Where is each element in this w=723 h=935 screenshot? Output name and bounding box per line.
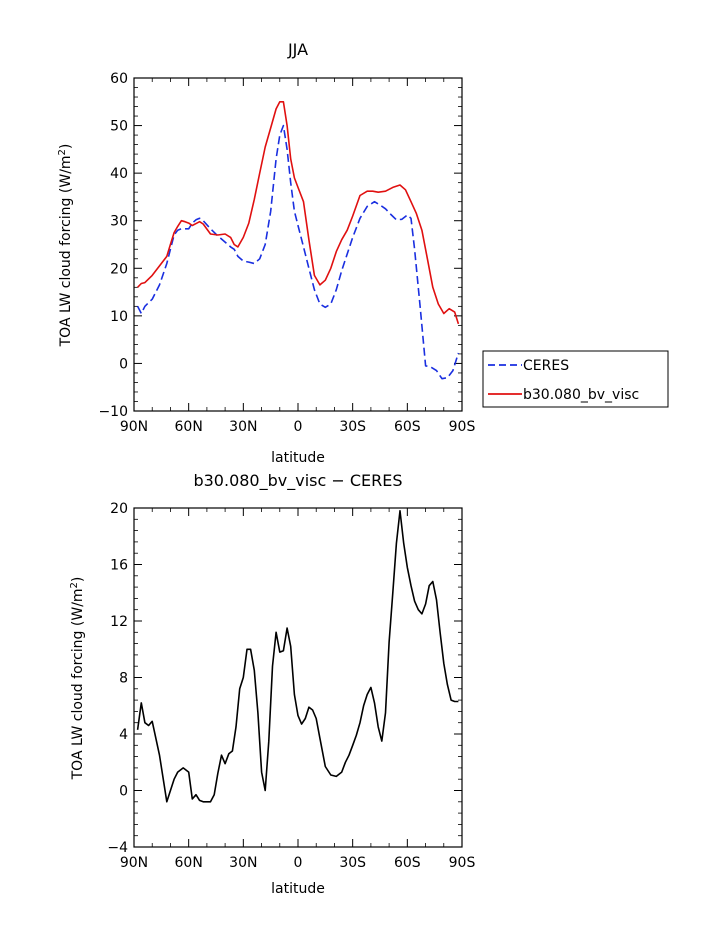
top-y-tick-label: 10 (110, 309, 128, 325)
legend-model-label: b30.080_bv_visc (523, 387, 639, 403)
top-y-tick-label: 40 (110, 166, 128, 182)
bottom-x-tick-labels: 90N 60N 30N 0 30S 60S 90S (120, 855, 476, 871)
top-series-line-ceres (136, 124, 460, 380)
bottom-y-tick-label: −4 (107, 840, 128, 856)
top-y-tick-label: 0 (119, 356, 128, 372)
bottom-y-tick-label: 0 (119, 784, 128, 800)
top-x-tick-label: 60S (394, 419, 421, 435)
top-x-tick-label: 60N (175, 419, 203, 435)
bottom-y-axis-label-main: TOA LW cloud forcing (W/m (70, 588, 86, 780)
bottom-x-tick-label: 30S (339, 855, 366, 871)
bottom-ticks (133, 507, 463, 848)
top-y-tick-labels: −10 0 10 20 30 40 50 60 (98, 71, 128, 420)
top-x-tick-label: 30S (339, 419, 366, 435)
legend: CERES b30.080_bv_visc (482, 350, 669, 408)
bottom-series-line-difference (136, 509, 459, 803)
legend-box (482, 350, 669, 408)
top-x-tick-labels: 90N 60N 30N 0 30S 60S 90S (120, 419, 476, 435)
bottom-x-tick-label: 30N (229, 855, 257, 871)
top-plot-frame (133, 77, 463, 412)
top-ticks (133, 77, 463, 412)
bottom-y-axis-label-close: ) (70, 577, 86, 582)
top-y-tick-label: 50 (110, 119, 128, 135)
top-y-axis-label-close: ) (58, 144, 74, 149)
top-x-tick-label: 30N (229, 419, 257, 435)
top-x-axis-label: latitude (271, 450, 325, 466)
legend-ceres-label: CERES (523, 358, 569, 374)
bottom-chart-title: b30.080_bv_visc − CERES (193, 471, 402, 491)
top-x-tick-label: 90S (449, 419, 476, 435)
top-x-tick-label: 0 (294, 419, 303, 435)
bottom-x-tick-label: 90N (120, 855, 148, 871)
top-x-tick-label: 90N (120, 419, 148, 435)
bottom-x-tick-label: 60N (175, 855, 203, 871)
bottom-x-tick-label: 0 (294, 855, 303, 871)
top-panel: JJA −10 0 10 20 30 40 50 60 90N 60N 30N 0 30S 60S 90S… (57, 40, 669, 466)
bottom-x-axis-label: latitude (271, 881, 325, 897)
bottom-x-tick-label: 60S (394, 855, 421, 871)
bottom-series-group (136, 509, 459, 803)
top-y-axis-label-main: TOA LW cloud forcing (W/m (58, 155, 74, 347)
bottom-x-tick-label: 90S (449, 855, 476, 871)
bottom-plot-frame (133, 507, 463, 848)
bottom-y-tick-label: 4 (119, 727, 128, 743)
top-y-tick-label: −10 (98, 404, 128, 420)
top-y-tick-label: 20 (110, 261, 128, 277)
top-series-group (136, 101, 460, 380)
top-y-tick-label: 30 (110, 214, 128, 230)
top-y-tick-label: 60 (110, 71, 128, 87)
bottom-y-axis-label-exp: 2 (69, 582, 80, 588)
bottom-y-axis-label: TOA LW cloud forcing (W/m2) (69, 577, 86, 781)
bottom-y-tick-label: 16 (110, 558, 128, 574)
top-series-line-b30-080-bv-visc (137, 101, 460, 325)
bottom-y-tick-labels: −4 0 4 8 12 16 20 (107, 501, 128, 856)
top-y-axis-label: TOA LW cloud forcing (W/m2) (57, 144, 74, 348)
top-y-axis-label-exp: 2 (57, 149, 68, 155)
top-chart-title: JJA (287, 40, 308, 59)
bottom-y-tick-label: 12 (110, 614, 128, 630)
bottom-y-tick-label: 8 (119, 671, 128, 687)
bottom-y-tick-label: 20 (110, 501, 128, 517)
